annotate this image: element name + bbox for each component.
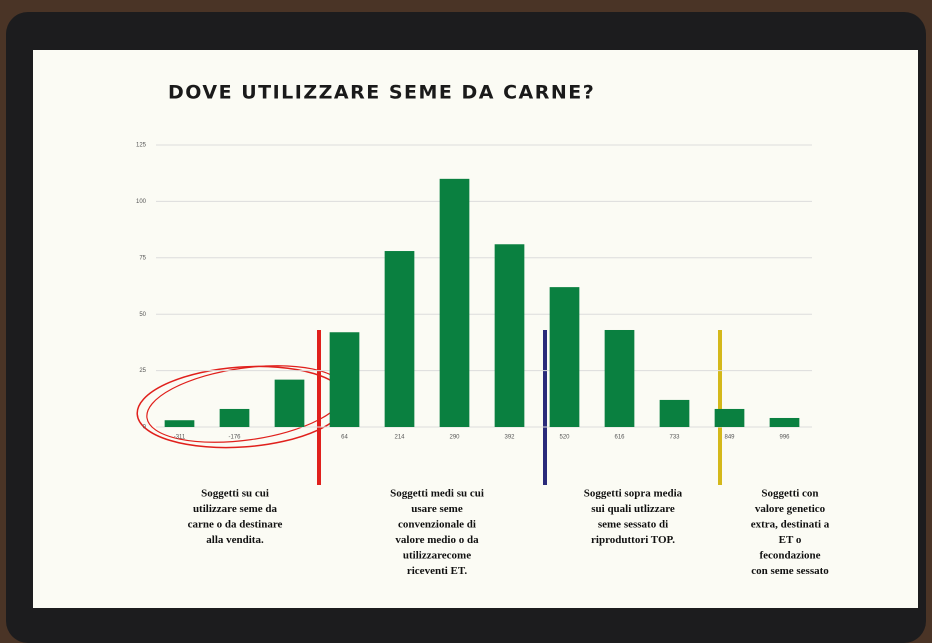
bar xyxy=(715,409,745,427)
annotation: valore medio o da xyxy=(395,534,479,546)
annotation: Soggetti su cui xyxy=(201,488,269,500)
x-tick-label: -176 xyxy=(228,435,241,441)
x-tick-label: 64 xyxy=(341,435,348,441)
y-tick-label: 125 xyxy=(136,143,147,149)
bar xyxy=(220,409,250,427)
bar xyxy=(440,179,470,427)
x-tick-label: 616 xyxy=(614,435,625,441)
annotation: Soggetti medi su cui xyxy=(390,488,484,500)
bar xyxy=(660,400,690,427)
annotation: carne o da destinare xyxy=(188,519,283,531)
bar xyxy=(495,244,525,427)
y-tick-label: 25 xyxy=(139,368,146,374)
annotation: valore genetico xyxy=(755,503,826,515)
annotation: convenzionale di xyxy=(398,519,476,531)
chart-title: DOVE UTILIZZARE SEME DA CARNE? xyxy=(168,82,595,104)
x-tick-label: 290 xyxy=(449,435,460,441)
annotation: ET o xyxy=(779,534,802,546)
bar xyxy=(770,418,800,427)
x-tick-label: -311 xyxy=(174,435,186,441)
annotation: con seme sessato xyxy=(751,565,829,577)
y-tick-label: 50 xyxy=(139,312,146,318)
bar xyxy=(165,420,195,427)
x-tick-label: 733 xyxy=(669,435,680,441)
bar xyxy=(605,330,635,427)
bar xyxy=(330,332,360,427)
x-tick-label: 392 xyxy=(504,435,515,441)
annotation: seme sessato di xyxy=(598,519,668,531)
x-tick-label: 214 xyxy=(394,435,405,441)
annotation: riproduttori TOP. xyxy=(591,534,675,546)
x-tick-label: 520 xyxy=(559,435,570,441)
y-tick-label: 100 xyxy=(136,199,147,205)
annotation: utilizzarecome xyxy=(403,550,471,562)
annotation: Soggetti sopra media xyxy=(584,488,683,500)
annotation: alla vendita. xyxy=(206,534,264,546)
annotation: riceventi ET. xyxy=(407,565,468,577)
annotation: usare seme xyxy=(411,503,463,515)
annotation: extra, destinati a xyxy=(751,519,830,531)
bar xyxy=(385,251,415,427)
bar xyxy=(275,380,305,427)
annotation: Soggetti con xyxy=(761,488,818,500)
chart: DOVE UTILIZZARE SEME DA CARNE? 025507510… xyxy=(0,0,932,643)
annotation: utilizzare seme da xyxy=(193,503,278,515)
x-tick-label: 996 xyxy=(779,435,790,441)
annotation: fecondazione xyxy=(759,550,820,562)
x-tick-label: 849 xyxy=(724,435,735,441)
y-tick-label: 75 xyxy=(139,255,146,261)
annotation: sui quali utlizzare xyxy=(591,503,675,515)
bar xyxy=(550,287,580,427)
